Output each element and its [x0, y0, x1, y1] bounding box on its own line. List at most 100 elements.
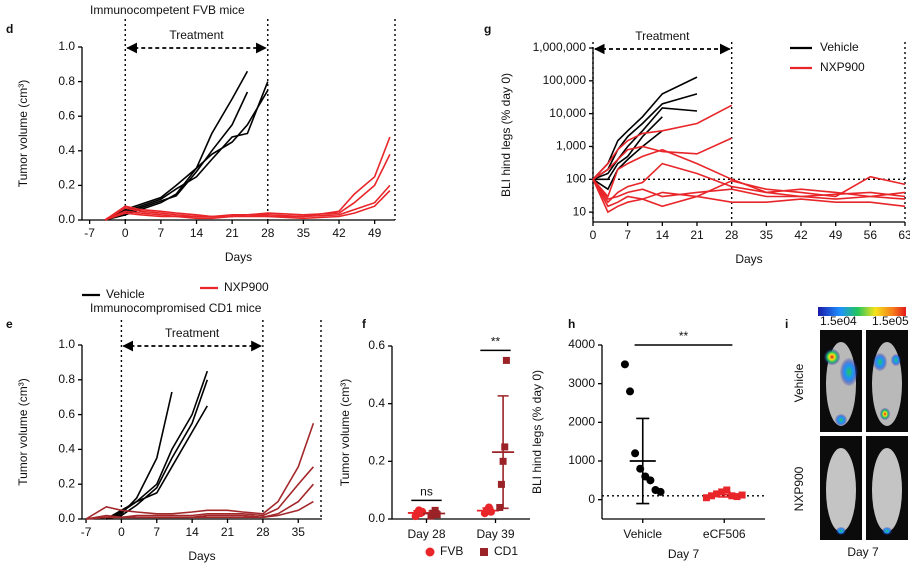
x-tick-label: 0	[590, 228, 597, 242]
y-tick-label: 1000	[568, 453, 595, 467]
panel-letter: h	[568, 317, 575, 331]
series-line	[104, 153, 391, 221]
error-bar	[636, 417, 650, 505]
y-axis-label: BLI hind legs (% day 0)	[499, 73, 513, 197]
x-tick-label: 21	[225, 226, 239, 240]
error-bar	[428, 510, 440, 517]
x-tick-label: -7	[84, 226, 95, 240]
x-tick-label: 28	[261, 226, 275, 240]
x-axis-label: Days	[225, 250, 252, 264]
series-line	[85, 423, 315, 520]
x-tick-label: 35	[760, 228, 774, 242]
y-tick-label: 0.2	[368, 454, 385, 468]
data-point	[708, 492, 716, 500]
series-line	[593, 116, 663, 181]
y-tick-label: 0.4	[368, 396, 385, 410]
y-tick-label: 0	[588, 492, 595, 506]
y-tick-label: 100	[566, 171, 586, 185]
y-axis-label: Tumor volume (cm³)	[16, 80, 30, 188]
series-line	[592, 93, 698, 180]
y-tick-label: 0.2	[58, 178, 75, 192]
y-tick-label: 4000	[568, 337, 595, 351]
legend-label: FVB	[440, 544, 463, 558]
x-tick-label: 21	[690, 228, 704, 242]
series-line	[592, 162, 906, 204]
signal	[836, 527, 846, 535]
x-tick-label: 35	[292, 525, 306, 539]
x-tick-label: eCF506	[703, 527, 746, 541]
legend-label: CD1	[494, 544, 518, 558]
chart-title: Immunocompetent FVB mice	[90, 3, 245, 17]
legend-label: NXP900	[820, 60, 865, 74]
signal	[835, 414, 847, 426]
mouse-images	[818, 307, 908, 540]
series-line	[104, 190, 391, 221]
legend-swatch	[425, 547, 435, 557]
signal	[880, 408, 890, 420]
y-tick-label: 0.0	[58, 511, 75, 525]
y-tick-label: 10,000	[549, 106, 586, 120]
y-tick-label: 0.0	[58, 212, 75, 226]
legend-swatch	[480, 548, 488, 556]
x-tick-label: Vehicle	[623, 527, 662, 541]
row-label: NXP900	[792, 466, 806, 511]
series-line	[105, 370, 209, 520]
data-point	[728, 492, 736, 500]
x-tick-label: 14	[190, 226, 204, 240]
series-line	[592, 130, 663, 191]
x-tick-label: 0	[122, 226, 129, 240]
signal	[840, 358, 858, 386]
series-line	[106, 391, 173, 520]
y-axis-label: BLI hind legs (% day 0)	[530, 370, 544, 494]
x-tick-label: 14	[185, 525, 199, 539]
series-line	[592, 137, 733, 180]
series-line	[592, 178, 906, 214]
data-point	[496, 503, 504, 511]
y-tick-label: 0.8	[58, 372, 75, 386]
annotation: Treatment	[169, 28, 224, 42]
y-tick-label: 1,000,000	[533, 40, 587, 54]
x-tick-label: 35	[297, 226, 311, 240]
panel-letter: d	[6, 22, 13, 36]
y-axis-label: Tumor volume (cm³)	[338, 379, 352, 487]
x-tick-label: 63	[898, 228, 910, 242]
panel-letter: e	[6, 317, 13, 331]
y-tick-label: 3000	[568, 376, 595, 390]
x-tick-label: 0	[118, 525, 125, 539]
annotation: Treatment	[635, 29, 690, 43]
series-line	[592, 178, 906, 201]
data-point	[502, 356, 510, 364]
y-tick-label: 0.6	[368, 338, 385, 352]
data-point	[433, 511, 441, 519]
mouse	[826, 448, 856, 532]
data-point	[738, 491, 746, 499]
x-axis-label: Days	[735, 252, 762, 266]
y-tick-label: 0.8	[58, 74, 75, 88]
y-tick-label: 0.4	[58, 442, 75, 456]
significance-label: **	[679, 329, 689, 343]
y-tick-label: 0.2	[58, 476, 75, 490]
legend-label: Vehicle	[106, 287, 145, 301]
x-axis-label: Days	[188, 549, 215, 563]
data-point	[620, 360, 629, 369]
x-tick-label: 28	[256, 525, 270, 539]
significance-label: **	[491, 335, 501, 349]
signal	[882, 527, 892, 535]
series-line	[106, 379, 209, 520]
series-line	[104, 89, 269, 221]
signal	[824, 349, 840, 365]
x-axis-label: Day 7	[847, 545, 879, 559]
panel-letter: i	[785, 317, 788, 331]
x-tick-label: 56	[864, 228, 878, 242]
x-tick-label: 7	[624, 228, 631, 242]
significance-label: ns	[420, 485, 433, 499]
colorbar-label: 1.5e05	[872, 314, 909, 328]
series-line	[592, 107, 698, 181]
data-point	[631, 449, 640, 458]
data-point	[733, 493, 741, 501]
data-point	[626, 387, 635, 396]
x-tick-label: 49	[829, 228, 843, 242]
data-point	[723, 486, 731, 494]
